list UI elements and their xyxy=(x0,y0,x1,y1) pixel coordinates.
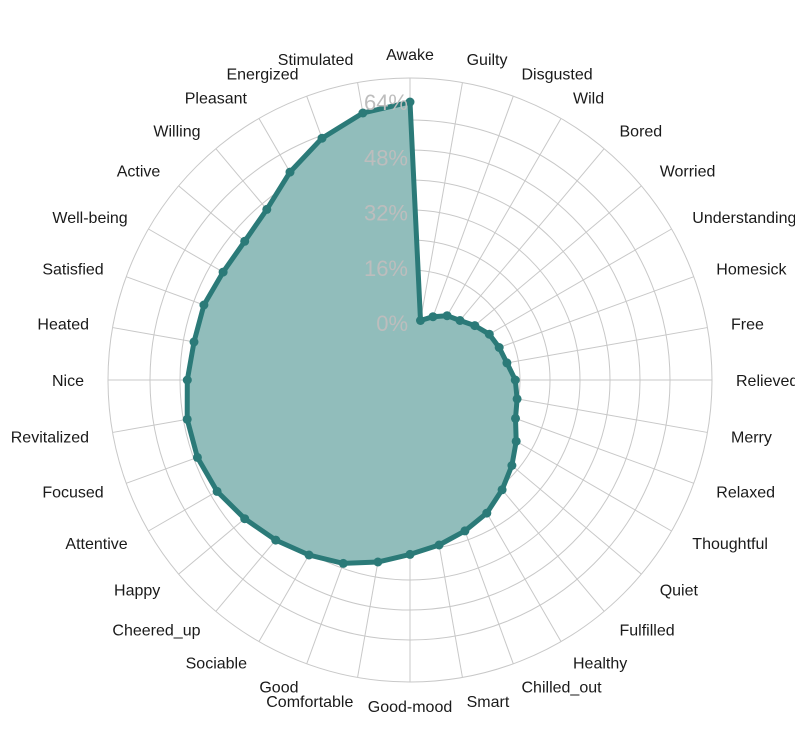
category-label: Thoughtful xyxy=(692,536,768,553)
category-label: Stimulated xyxy=(278,52,354,69)
grid-spoke xyxy=(454,186,642,343)
data-point-active xyxy=(240,237,249,246)
data-point-guilty xyxy=(416,316,425,325)
data-point-disgusted xyxy=(429,312,438,321)
radial-tick-label: 64% xyxy=(364,90,408,115)
data-point-energized xyxy=(318,134,327,143)
category-label: Homesick xyxy=(716,262,787,279)
category-label: Comfortable xyxy=(266,694,353,711)
data-point-willing xyxy=(262,205,271,214)
category-label: Well-being xyxy=(52,210,127,227)
data-point-merry xyxy=(513,394,522,403)
series-area xyxy=(187,102,517,563)
category-label: Relieved xyxy=(736,373,795,390)
category-label: Willing xyxy=(153,123,200,140)
category-label: Cheered_up xyxy=(112,623,200,640)
category-label: Bored xyxy=(620,123,663,140)
data-point-fulfilled xyxy=(498,485,507,494)
data-point-focused xyxy=(193,453,202,462)
category-label: Fulfilled xyxy=(620,623,675,640)
category-label: Guilty xyxy=(467,52,508,69)
data-point-healthy xyxy=(482,509,491,518)
data-point-relaxed xyxy=(511,414,520,423)
data-point-bored xyxy=(456,316,465,325)
data-point-wild xyxy=(443,311,452,320)
data-point-attentive xyxy=(213,487,222,496)
data-point-cheered_up xyxy=(271,536,280,545)
category-label: Satisfied xyxy=(42,262,103,279)
category-label: Relaxed xyxy=(716,485,775,502)
data-point-well-being xyxy=(219,268,228,277)
category-label: Worried xyxy=(660,164,716,181)
category-label: Smart xyxy=(467,694,510,711)
category-label: Sociable xyxy=(186,655,247,672)
radial-tick-label: 32% xyxy=(364,201,408,226)
data-point-quiet xyxy=(507,461,516,470)
data-point-sociable xyxy=(305,551,314,560)
category-label: Revitalized xyxy=(11,430,89,447)
data-point-heated xyxy=(190,337,199,346)
category-label: Awake xyxy=(386,47,434,64)
category-label: Good-mood xyxy=(368,699,453,716)
category-label: Focused xyxy=(42,485,103,502)
data-point-homesick xyxy=(495,343,504,352)
data-point-pleasant xyxy=(286,168,295,177)
grid-spoke xyxy=(438,118,561,330)
category-label: Good xyxy=(259,679,298,696)
category-label: Wild xyxy=(573,91,604,108)
data-point-free xyxy=(502,358,511,367)
category-label: Energized xyxy=(226,67,298,84)
category-label: Merry xyxy=(731,430,772,447)
data-point-comfortable xyxy=(373,558,382,567)
category-label: Happy xyxy=(114,583,160,600)
data-point-nice xyxy=(183,376,192,385)
data-point-chilled_out xyxy=(460,526,469,535)
category-label: Active xyxy=(117,164,161,181)
radial-tick-label: 0% xyxy=(376,311,408,336)
grid-spoke xyxy=(420,83,463,324)
category-label: Disgusted xyxy=(522,67,593,84)
radial-tick-label: 16% xyxy=(364,256,408,281)
data-point-worried xyxy=(470,321,479,330)
category-label: Healthy xyxy=(573,655,627,672)
grid-spoke xyxy=(447,149,604,337)
category-label: Free xyxy=(731,316,764,333)
category-label: Attentive xyxy=(65,536,127,553)
category-label: Quiet xyxy=(660,583,699,600)
category-label: Understanding xyxy=(692,210,795,227)
data-point-understanding xyxy=(485,330,494,339)
category-label: Pleasant xyxy=(185,91,248,108)
category-label: Chilled_out xyxy=(522,679,603,696)
data-point-thoughtful xyxy=(512,437,521,446)
radial-tick-label: 48% xyxy=(364,145,408,170)
data-point-satisfied xyxy=(199,301,208,310)
data-point-revitalized xyxy=(183,415,192,424)
category-label: Heated xyxy=(37,316,89,333)
data-layer xyxy=(183,98,522,568)
category-label: Nice xyxy=(52,373,84,390)
data-point-good-mood xyxy=(406,550,415,559)
grid-spoke xyxy=(429,96,513,326)
data-point-good xyxy=(339,559,348,568)
data-point-relieved xyxy=(511,376,520,385)
data-point-smart xyxy=(435,541,444,550)
data-point-happy xyxy=(240,514,249,523)
